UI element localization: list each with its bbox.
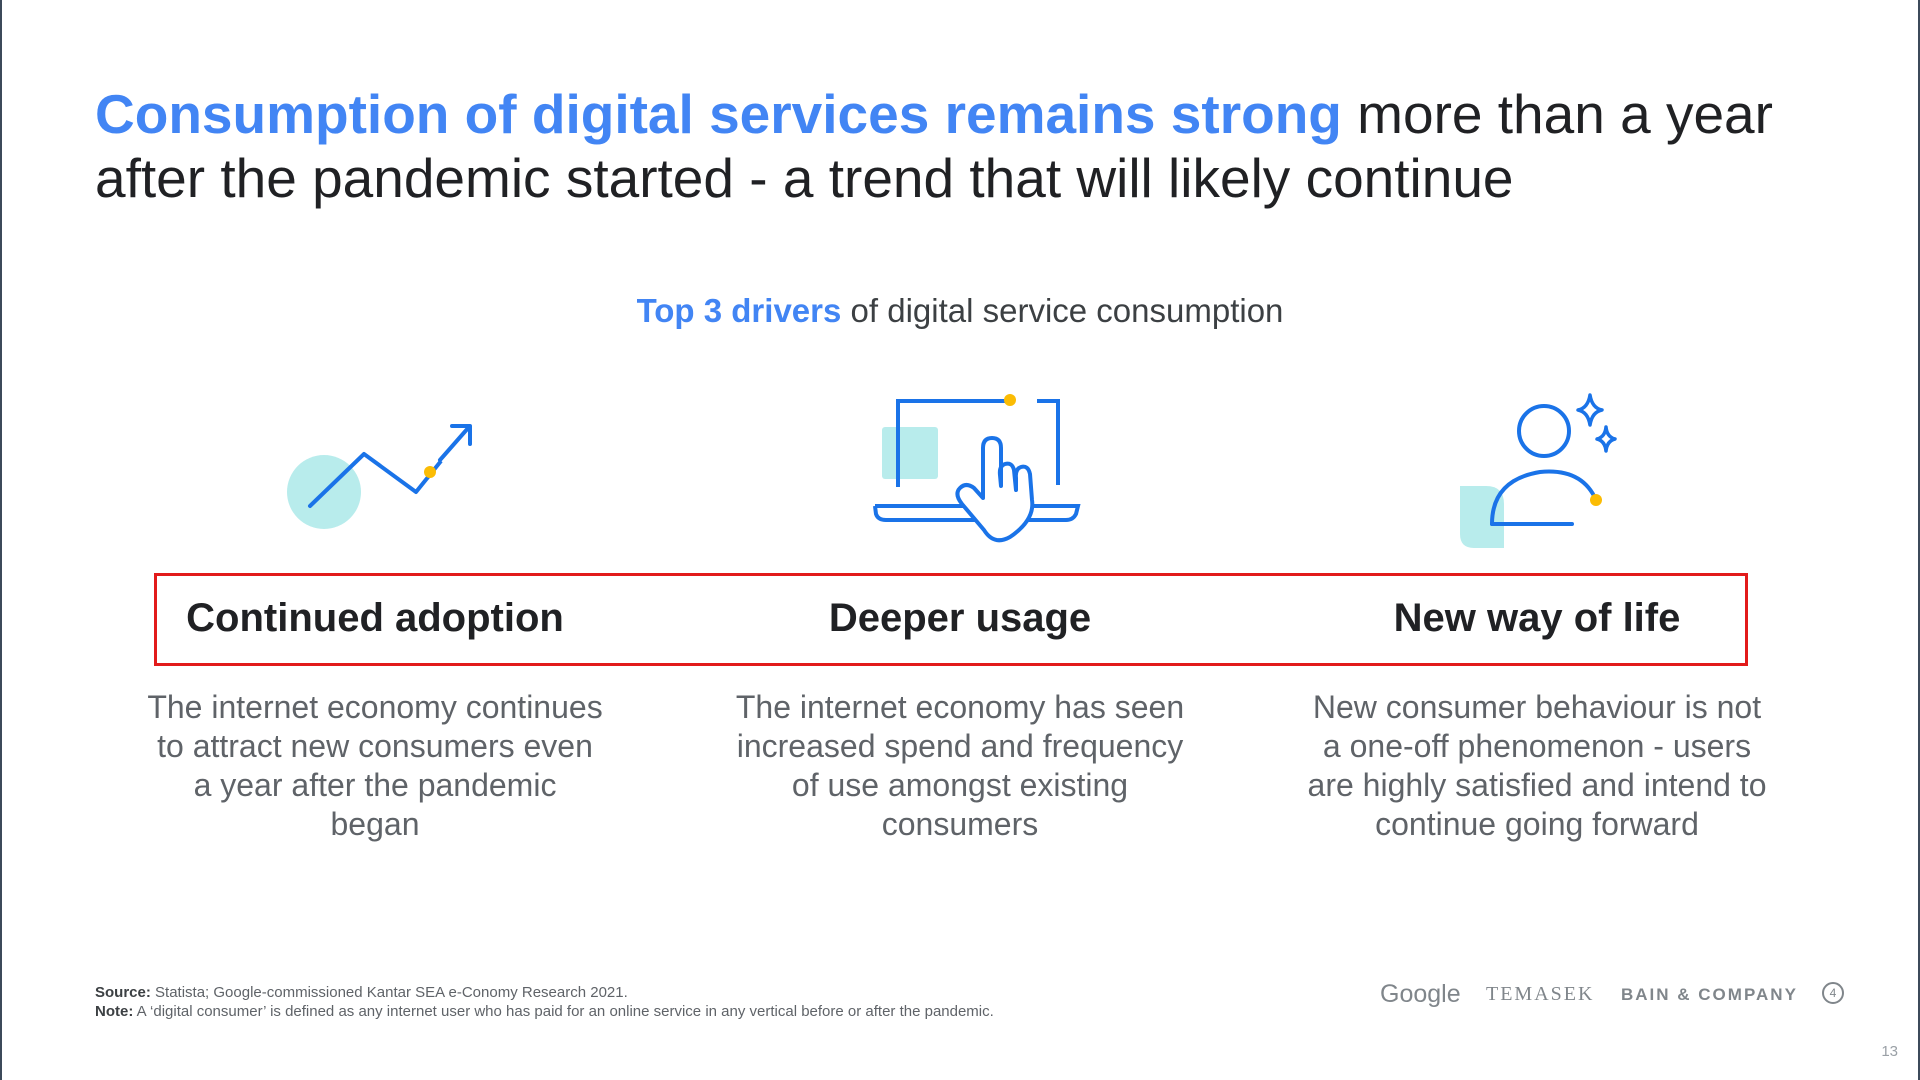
driver-description-new-way-of-life: New consumer behaviour is not a one-off … — [1307, 689, 1767, 842]
laptop-touch-icon — [873, 394, 1081, 543]
right-edge-border — [1918, 0, 1920, 1080]
partner-logos: Google TEMASEK BAIN & COMPANY 4 — [1380, 980, 1844, 1010]
driver-description-continued-adoption: The internet economy continues to attrac… — [147, 689, 603, 842]
drivers-subtitle: Top 3 drivers of digital service consump… — [0, 292, 1920, 330]
footnote-note-label: Note: — [95, 1003, 134, 1020]
driver-title-deeper-usage: Deeper usage — [828, 596, 1092, 640]
slide-title: Consumption of digital services remains … — [95, 82, 1855, 210]
footnote-note: Note: A ‘digital consumer’ is defined as… — [95, 1002, 994, 1021]
bain-company-mark-icon: 4 — [1822, 982, 1844, 1004]
left-edge-border — [0, 0, 2, 1080]
slide-title-highlight: Consumption of digital services remains … — [95, 83, 1342, 145]
footnote-source-label: Source: — [95, 984, 151, 1001]
footnote: Source: Statista; Google-commissioned Ka… — [95, 983, 994, 1021]
driver-title-new-way-of-life: New way of life — [1393, 596, 1681, 640]
drivers-subtitle-highlight: Top 3 drivers — [636, 292, 842, 329]
drivers-subtitle-rest: of digital service consumption — [841, 292, 1284, 329]
footnote-source-text: Statista; Google-commissioned Kantar SEA… — [150, 984, 628, 1001]
page-number: 13 — [1881, 1043, 1898, 1060]
footnote-note-text: A ‘digital consumer’ is defined as any i… — [133, 1003, 994, 1020]
slide-title-rest: more than a year after the pandemic star… — [95, 83, 1773, 209]
satisfied-user-icon — [1460, 393, 1617, 548]
driver-description-deeper-usage: The internet economy has seen increased … — [735, 689, 1185, 842]
temasek-logo: TEMASEK — [1486, 983, 1595, 1005]
footnote-source: Source: Statista; Google-commissioned Ka… — [95, 983, 994, 1002]
trend-up-icon — [287, 422, 474, 529]
driver-titles-highlight-box — [154, 573, 1748, 666]
bain-company-logo: BAIN & COMPANY — [1621, 985, 1798, 1004]
driver-title-continued-adoption: Continued adoption — [186, 596, 564, 640]
google-logo: Google — [1380, 980, 1461, 1008]
